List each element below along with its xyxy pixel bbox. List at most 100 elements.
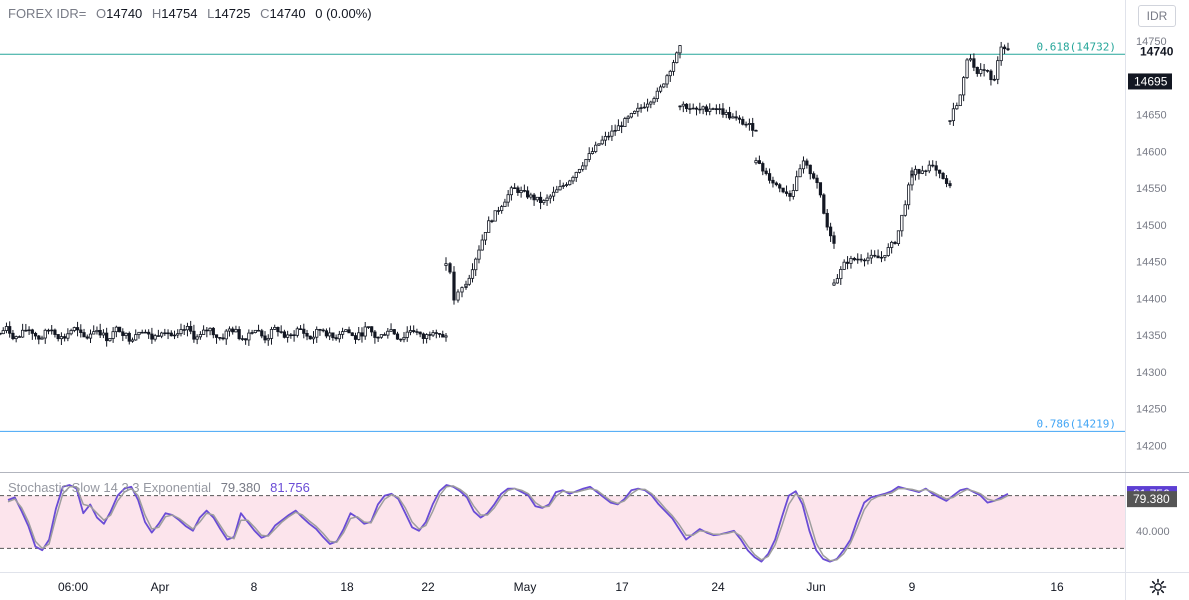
candle-body — [408, 330, 413, 333]
candle-body — [470, 269, 475, 279]
candle-body — [784, 191, 789, 194]
candle-body — [822, 194, 826, 214]
candle-body — [597, 143, 601, 146]
candle-body — [636, 107, 640, 112]
candle-body — [56, 334, 60, 340]
candle-body — [150, 333, 154, 340]
candle-body — [767, 173, 772, 181]
candle-body — [907, 184, 911, 206]
candle-body — [227, 328, 232, 332]
candle-body — [137, 331, 141, 336]
candle-body — [205, 329, 209, 332]
candle-body — [985, 70, 990, 72]
symbol-name[interactable]: FOREX IDR= — [8, 6, 87, 21]
candle-body — [153, 335, 157, 340]
osc-tick: 40.000 — [1136, 526, 1170, 538]
candle-body — [1006, 48, 1010, 51]
candle-body — [344, 329, 348, 333]
candle-body — [931, 164, 935, 167]
candle-body — [127, 332, 131, 342]
candle-body — [244, 338, 248, 341]
fib-label: 0.786(14219) — [1037, 417, 1116, 430]
candle-body — [95, 329, 99, 333]
candle-body — [678, 105, 682, 108]
candle-body — [551, 191, 556, 197]
price-tick: 14400 — [1136, 293, 1167, 305]
candle-body — [951, 108, 956, 122]
candle-body — [662, 83, 666, 88]
candle-body — [82, 332, 86, 338]
candle-body — [448, 263, 452, 273]
candle-body — [434, 332, 438, 334]
candle-body — [751, 123, 755, 131]
candle-body — [237, 329, 241, 340]
price-tick: 14650 — [1136, 110, 1167, 122]
candle-body — [890, 241, 894, 248]
time-tick: 18 — [340, 580, 354, 594]
candle-body — [59, 336, 64, 340]
candle-body — [350, 332, 354, 336]
close-label: C — [260, 6, 270, 21]
candle-body — [873, 254, 877, 257]
gear-icon[interactable] — [1149, 578, 1167, 596]
candle-body — [856, 258, 860, 261]
candle-body — [513, 187, 517, 190]
time-tick: 24 — [711, 580, 725, 594]
candle-body — [273, 327, 277, 330]
candle-body — [920, 170, 924, 174]
candle-body — [623, 118, 627, 127]
candle-body — [308, 335, 312, 340]
candle-body — [17, 336, 21, 338]
candle-body — [568, 180, 572, 186]
candle-body — [832, 282, 836, 286]
candle-body — [649, 101, 653, 105]
candle-body — [130, 339, 135, 342]
candle-body — [642, 106, 646, 109]
candle-body — [545, 197, 549, 201]
time-tick: 06:00 — [58, 580, 88, 594]
candle-body — [85, 336, 89, 339]
candle-body — [688, 108, 692, 110]
candle-body — [437, 333, 442, 335]
candle-body — [467, 277, 471, 285]
candle-body — [529, 194, 533, 198]
candle-body — [105, 332, 109, 342]
candle-body — [428, 334, 432, 336]
candle-body — [818, 182, 823, 196]
candle-body — [166, 332, 170, 335]
candle-body — [691, 107, 695, 110]
candle-body — [101, 332, 106, 336]
candle-body — [140, 331, 144, 334]
candle-body — [999, 46, 1003, 62]
candle-body — [581, 165, 585, 170]
candle-body — [483, 232, 488, 241]
d-value-badge — [1127, 491, 1177, 508]
candle-body — [211, 327, 215, 336]
candle-body — [587, 153, 591, 160]
change-value: 0 (0.00%) — [315, 6, 372, 21]
candle-body — [633, 110, 637, 114]
candle-body — [711, 108, 715, 110]
candle-body — [386, 330, 390, 336]
price-tick: 14200 — [1136, 440, 1167, 452]
candle-body — [845, 261, 850, 264]
candle-body — [652, 98, 656, 103]
candle-body — [92, 331, 96, 335]
candle-body — [182, 329, 186, 331]
candle-body — [353, 335, 358, 340]
candle-body — [214, 334, 219, 338]
candle-body — [645, 103, 650, 108]
candle-body — [741, 118, 745, 125]
candle-body — [808, 164, 812, 175]
candle-body — [480, 239, 484, 251]
candle-body — [370, 326, 374, 333]
indicator-name[interactable]: Stochastic Slow 14 3 3 Exponential — [8, 480, 212, 495]
candle-body — [88, 333, 93, 339]
last-price-label: 14740 — [1140, 44, 1174, 58]
symbol-button[interactable]: IDR — [1138, 5, 1176, 27]
candle-body — [253, 329, 257, 333]
candle-body — [425, 334, 429, 339]
candle-body — [37, 335, 41, 340]
candle-body — [169, 332, 173, 337]
